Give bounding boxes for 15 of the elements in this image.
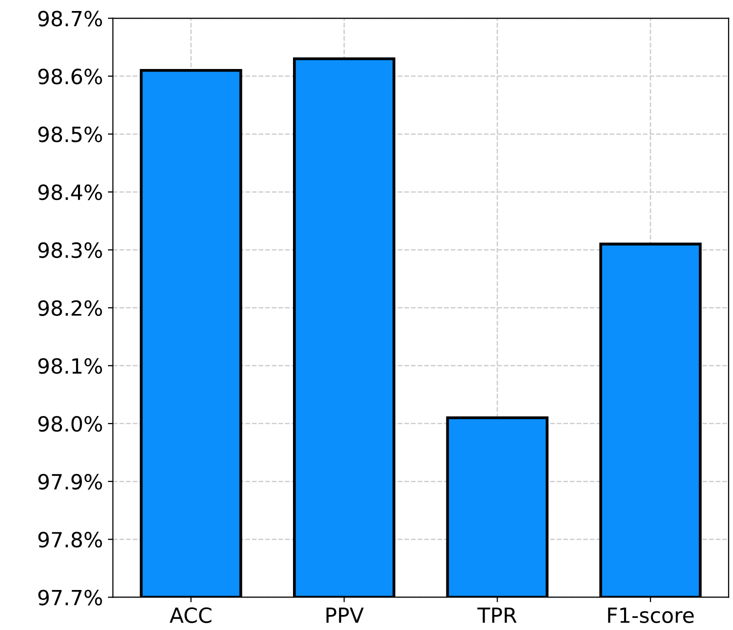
y-tick-label: 97.8% — [38, 532, 102, 548]
y-tick-label: 98.2% — [38, 300, 102, 316]
y-tick-label: 98.3% — [38, 242, 102, 258]
x-tick-label: F1-score — [608, 608, 694, 624]
x-tick-label: TPR — [477, 608, 517, 623]
x-tick-label: ACC — [170, 607, 212, 624]
y-tick-label: 97.9% — [38, 474, 102, 490]
y-tick-label: 98.7% — [38, 10, 102, 26]
y-tick-label: 98.4% — [38, 184, 102, 200]
y-tick-label: 98.1% — [38, 358, 102, 374]
y-tick-label: 98.5% — [38, 126, 102, 142]
y-tick-label: 98.6% — [38, 68, 102, 84]
x-tick-label: PPV — [326, 608, 364, 623]
y-tick-label: 98.0% — [38, 416, 102, 432]
y-tick-label: 97.7% — [38, 590, 102, 606]
